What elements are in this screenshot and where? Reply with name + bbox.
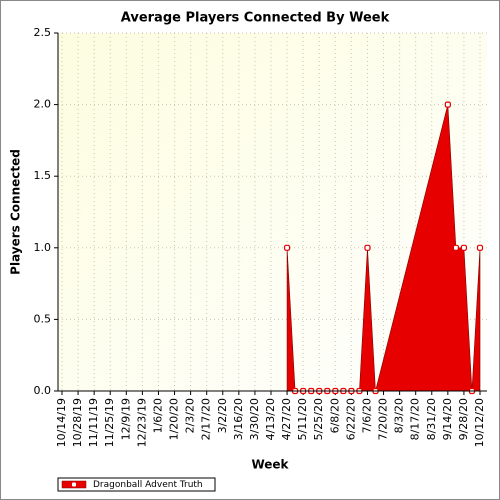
x-tick-label: 4/27/20: [280, 398, 293, 440]
legend-marker: [71, 481, 77, 488]
marker: [476, 244, 484, 251]
x-tick-label: 12/23/19: [135, 398, 148, 447]
y-tick-label: 2.0: [34, 98, 52, 111]
marker: [444, 101, 451, 108]
marker: [460, 244, 468, 251]
y-tick-label: 1.5: [34, 169, 52, 182]
x-tick-label: 1/20/20: [168, 398, 181, 440]
x-tick-label: 11/11/19: [87, 398, 100, 447]
plot-layer: 0.0 0.5 1.0 1.5 2.0 2.5 10/14/19 10/28/19 11/11/…: [34, 26, 487, 447]
x-tick-label: 3/16/20: [232, 398, 245, 440]
x-tick-label: 6/8/20: [328, 398, 341, 433]
chart-title: Average Players Connected By Week: [121, 11, 390, 26]
legend-box: [57, 477, 216, 492]
x-tick-label: 11/25/19: [103, 398, 116, 447]
x-tick-label: 8/31/20: [425, 398, 438, 440]
x-tick-label: 8/17/20: [409, 398, 422, 440]
x-tick-label: 7/6/20: [360, 398, 373, 433]
marker: [364, 244, 371, 251]
x-tick-label: 5/11/20: [296, 398, 309, 440]
legend: Dragonball Advent Truth: [57, 477, 216, 492]
x-tick-label: 1/6/20: [151, 398, 164, 433]
y-tick-label: 2.5: [34, 26, 52, 39]
x-tick-label: 5/25/20: [312, 398, 325, 440]
x-tick-label: 10/28/19: [71, 398, 84, 447]
y-tick-label: 0.0: [34, 384, 52, 397]
y-tick-label: 1.0: [34, 241, 52, 254]
x-tick-label: 6/22/20: [344, 398, 357, 440]
x-tick-label: 4/13/20: [264, 398, 277, 440]
legend-label: Dragonball Advent Truth: [93, 480, 203, 490]
x-tick-label: 2/3/20: [184, 398, 197, 433]
marker: [452, 244, 459, 251]
marker: [283, 244, 291, 251]
x-tick-label: 3/30/20: [248, 398, 261, 440]
x-tick-label: 10/12/20: [473, 398, 486, 447]
x-tick-label: 10/14/19: [55, 398, 68, 447]
x-tick-label: 9/14/20: [441, 398, 454, 440]
y-tick-label: 0.5: [34, 312, 52, 325]
x-tick-label: 9/28/20: [457, 398, 470, 440]
x-tick-label: 12/9/19: [119, 398, 132, 440]
x-tick-label: 3/2/20: [216, 398, 229, 433]
x-tick-label: 2/17/20: [200, 398, 213, 440]
x-axis-title: Week: [251, 458, 289, 472]
x-tick-label: 8/3/20: [393, 398, 406, 433]
x-tick-label: 7/20/20: [377, 398, 390, 440]
y-axis-title: Players Connected: [9, 149, 23, 275]
